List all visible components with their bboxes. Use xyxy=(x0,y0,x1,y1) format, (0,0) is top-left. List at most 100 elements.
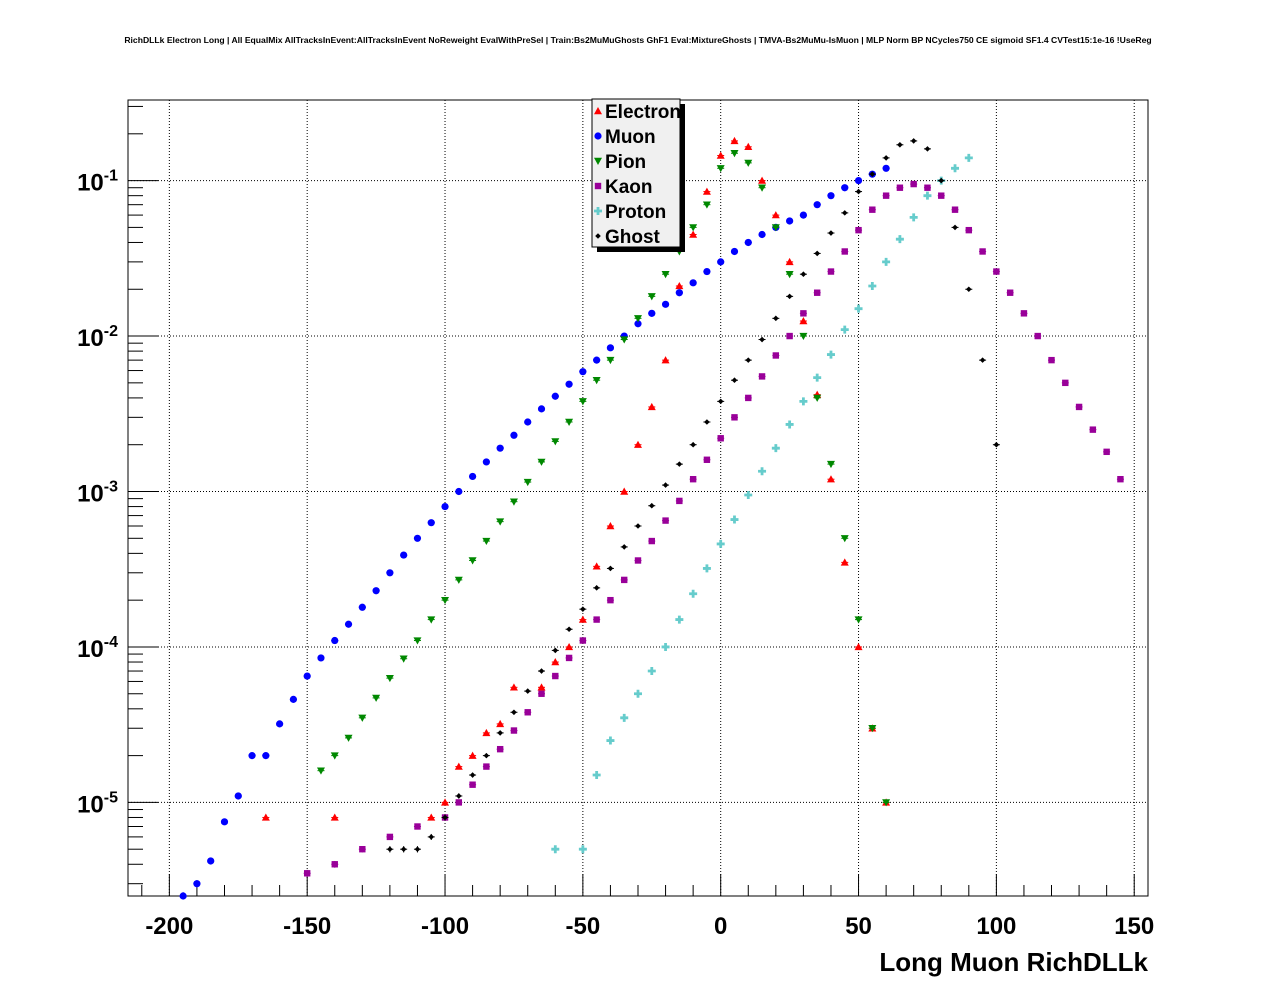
data-point xyxy=(923,191,932,200)
data-point xyxy=(895,235,904,244)
data-point xyxy=(565,642,574,651)
data-point xyxy=(359,846,366,853)
data-point xyxy=(771,211,780,219)
data-point xyxy=(497,730,503,736)
data-point xyxy=(579,637,587,644)
data-point xyxy=(594,107,602,115)
data-point xyxy=(620,336,629,344)
data-point xyxy=(993,268,1000,275)
x-tick-label: 150 xyxy=(1114,913,1154,940)
data-point xyxy=(482,458,490,466)
data-point xyxy=(316,767,325,775)
data-point xyxy=(496,518,505,526)
x-tick-label: -200 xyxy=(145,913,193,940)
legend-label: Muon xyxy=(605,127,656,148)
data-point xyxy=(565,654,573,662)
data-point xyxy=(565,418,574,426)
data-point xyxy=(578,845,587,854)
data-point xyxy=(897,141,903,148)
data-point xyxy=(813,394,822,402)
data-point xyxy=(979,357,986,363)
series-kaon xyxy=(303,180,1124,877)
data-point xyxy=(511,709,517,716)
data-point xyxy=(661,356,670,364)
data-point xyxy=(385,674,394,683)
data-point xyxy=(1020,310,1028,317)
data-point xyxy=(606,736,615,745)
data-point xyxy=(344,734,353,742)
data-point xyxy=(840,535,849,543)
data-point xyxy=(744,238,752,247)
data-point xyxy=(592,771,601,780)
y-tick-label: 10-3 xyxy=(77,479,118,508)
data-point xyxy=(675,615,684,624)
data-point xyxy=(675,289,683,297)
data-point xyxy=(510,727,518,734)
data-point xyxy=(785,270,794,279)
data-point xyxy=(924,184,931,191)
data-point xyxy=(1117,475,1124,483)
data-point xyxy=(441,502,449,511)
data-point xyxy=(965,226,973,234)
data-point xyxy=(855,226,862,234)
data-point xyxy=(910,138,917,144)
data-point xyxy=(606,344,615,352)
data-point xyxy=(538,668,545,674)
data-point xyxy=(662,517,669,524)
data-point xyxy=(1006,289,1014,296)
data-point xyxy=(1048,356,1055,364)
data-point xyxy=(813,373,822,382)
data-point xyxy=(606,356,615,365)
data-point xyxy=(716,151,725,159)
data-point xyxy=(551,845,560,854)
data-point xyxy=(414,846,421,853)
data-point xyxy=(552,647,559,654)
data-point xyxy=(580,606,586,612)
data-point xyxy=(551,438,560,446)
data-point xyxy=(868,281,877,290)
data-point xyxy=(854,177,863,185)
data-point xyxy=(689,475,697,483)
data-point xyxy=(730,150,739,158)
data-point xyxy=(578,398,587,406)
data-point xyxy=(454,576,463,584)
data-point xyxy=(745,394,752,402)
data-point xyxy=(689,224,698,232)
series-muon xyxy=(179,164,890,900)
data-point xyxy=(358,603,366,611)
data-point xyxy=(592,377,601,385)
data-point xyxy=(634,320,642,328)
legend: Electron Muon Pion Kaon Proton Ghost xyxy=(591,98,685,252)
data-point xyxy=(427,519,435,527)
data-point xyxy=(951,206,959,213)
data-point xyxy=(303,870,311,877)
data-point xyxy=(400,846,407,853)
data-point xyxy=(938,192,945,199)
data-point xyxy=(702,201,711,209)
data-point xyxy=(303,672,311,680)
legend-label: Ghost xyxy=(605,227,661,248)
data-point xyxy=(730,515,739,524)
series-proton xyxy=(551,153,973,854)
data-point xyxy=(882,164,890,172)
data-point xyxy=(647,293,656,301)
data-point xyxy=(689,589,698,598)
data-point xyxy=(607,596,614,604)
data-point xyxy=(717,398,724,405)
data-point xyxy=(179,892,187,900)
data-point xyxy=(509,498,518,506)
data-point xyxy=(578,615,587,623)
data-point xyxy=(207,857,215,865)
data-point xyxy=(869,171,876,177)
data-point xyxy=(552,672,559,680)
data-point xyxy=(1075,403,1083,411)
data-point xyxy=(386,569,394,577)
data-point xyxy=(648,502,655,509)
data-point xyxy=(634,689,642,698)
data-point xyxy=(840,325,849,334)
data-point xyxy=(496,745,504,753)
data-point xyxy=(330,752,339,760)
data-point xyxy=(442,814,448,821)
data-point xyxy=(482,728,491,737)
x-tick-label: 100 xyxy=(976,913,1016,940)
